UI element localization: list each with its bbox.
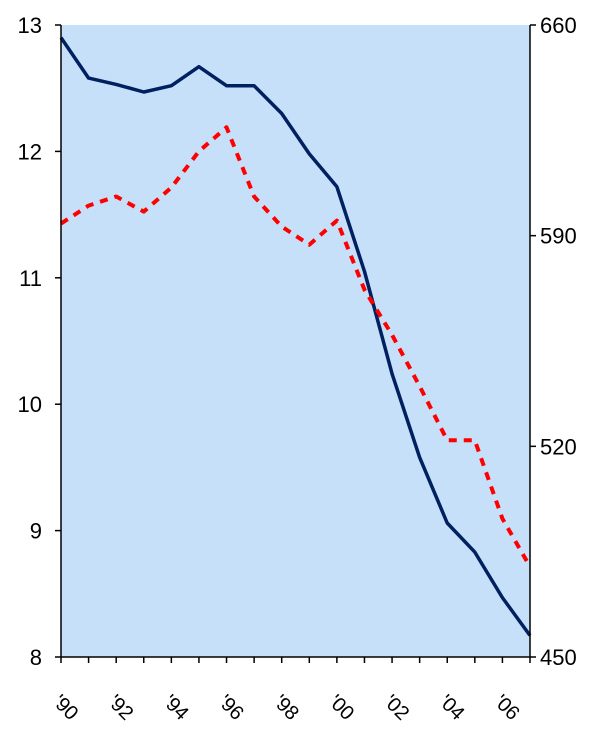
right-tick-label: 590 (540, 224, 577, 249)
right-tick-label: 450 (540, 645, 577, 670)
x-axis: '90 '92 '94 '96 '98 '00 '02 '04 '06 (48, 657, 531, 725)
left-tick-label: 13 (18, 13, 42, 38)
left-tick-label: 8 (30, 645, 42, 670)
x-tick-label: '94 (159, 691, 193, 725)
right-tick-label: 520 (540, 434, 577, 459)
axes-layer (60, 25, 531, 658)
x-tick-label: '90 (48, 691, 82, 725)
x-tick-label: '96 (214, 691, 248, 725)
series-line-right-axis (59, 125, 532, 568)
left-tick-label: 12 (18, 139, 42, 164)
series-line-left-axis (59, 36, 532, 637)
right-y-axis: 450 520 590 660 (530, 13, 577, 670)
x-tick-label: '04 (434, 691, 468, 725)
left-y-axis: 8 9 10 11 12 13 (18, 13, 61, 670)
x-tick-label: '06 (490, 691, 524, 725)
x-tick-label: '00 (324, 691, 358, 725)
right-tick-label: 660 (540, 13, 577, 38)
left-tick-label: 10 (18, 392, 42, 417)
x-tick-label: '92 (103, 691, 137, 725)
x-tick-label: '02 (379, 691, 413, 725)
left-tick-label: 9 (30, 519, 42, 544)
plot-area (61, 25, 530, 657)
left-tick-label: 11 (19, 266, 42, 291)
series-layer (59, 36, 532, 637)
x-tick-label: '98 (269, 691, 303, 725)
